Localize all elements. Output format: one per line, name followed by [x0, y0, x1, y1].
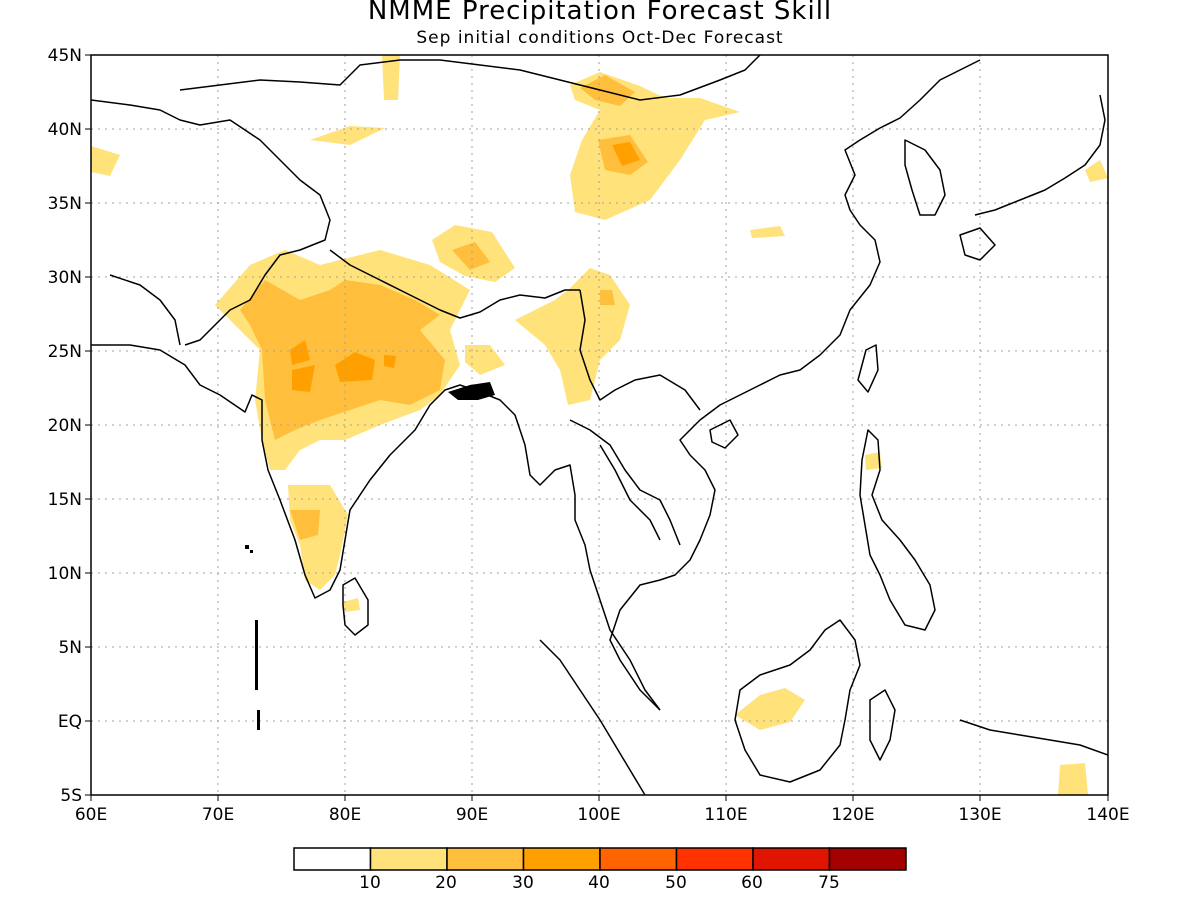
map-subtitle: Sep initial conditions Oct-Dec Forecast [416, 28, 784, 48]
y-tick-label: 5S [60, 786, 82, 806]
map-area [91, 55, 1108, 795]
y-tick-label: 40N [48, 120, 82, 140]
x-tick-label: 120E [831, 805, 874, 825]
colorbar-swatch [675, 847, 754, 871]
y-tick-label: 30N [48, 268, 82, 288]
y-axis-labels: 45N 40N 35N 30N 25N 20N 15N 10N 5N EQ 5S [48, 46, 82, 806]
x-tick-label: 80E [329, 805, 361, 825]
x-tick-label: 140E [1086, 805, 1129, 825]
colorbar-tick-label: 75 [818, 873, 840, 893]
x-tick-label: 130E [958, 805, 1001, 825]
y-tick-label: EQ [58, 712, 82, 732]
colorbar-swatch [522, 847, 601, 871]
colorbar-labels: 10 20 30 40 50 60 75 [359, 873, 840, 893]
x-tick-label: 90E [456, 805, 488, 825]
x-tick-label: 100E [577, 805, 620, 825]
delta-region [448, 382, 495, 400]
colorbar-swatch [752, 847, 831, 871]
skill-30-40-regions [290, 142, 640, 392]
skill-10-20-regions [91, 55, 1108, 795]
y-tick-label: 35N [48, 194, 82, 214]
grid-lines [91, 55, 1108, 795]
colorbar [293, 847, 907, 871]
x-tick-label: 70E [202, 805, 234, 825]
colorbar-swatch [446, 847, 525, 871]
colorbar-tick-label: 30 [512, 873, 534, 893]
colorbar-tick-label: 40 [588, 873, 610, 893]
x-axis-labels: 60E 70E 80E 90E 100E 110E 120E 130E 140E [75, 805, 1130, 825]
x-tick-label: 110E [704, 805, 747, 825]
coastlines-and-borders [91, 55, 1108, 795]
colorbar-tick-label: 10 [359, 873, 381, 893]
colorbar-swatch [369, 847, 448, 871]
y-tick-label: 20N [48, 416, 82, 436]
y-tick-label: 15N [48, 490, 82, 510]
colorbar-tick-label: 60 [741, 873, 763, 893]
islands [245, 545, 260, 730]
colorbar-swatch [599, 847, 678, 871]
colorbar-tick-label: 20 [435, 873, 457, 893]
y-tick-label: 45N [48, 46, 82, 66]
x-tick-label: 60E [75, 805, 107, 825]
colorbar-tick-label: 50 [665, 873, 687, 893]
axis-ticks [85, 54, 1109, 801]
y-tick-label: 10N [48, 564, 82, 584]
colorbar-swatch [828, 847, 907, 871]
y-tick-label: 25N [48, 342, 82, 362]
map-title: NMME Precipitation Forecast Skill [367, 0, 833, 26]
colorbar-swatch [293, 847, 372, 871]
y-tick-label: 5N [58, 638, 82, 658]
skill-20-30-regions [240, 75, 648, 540]
